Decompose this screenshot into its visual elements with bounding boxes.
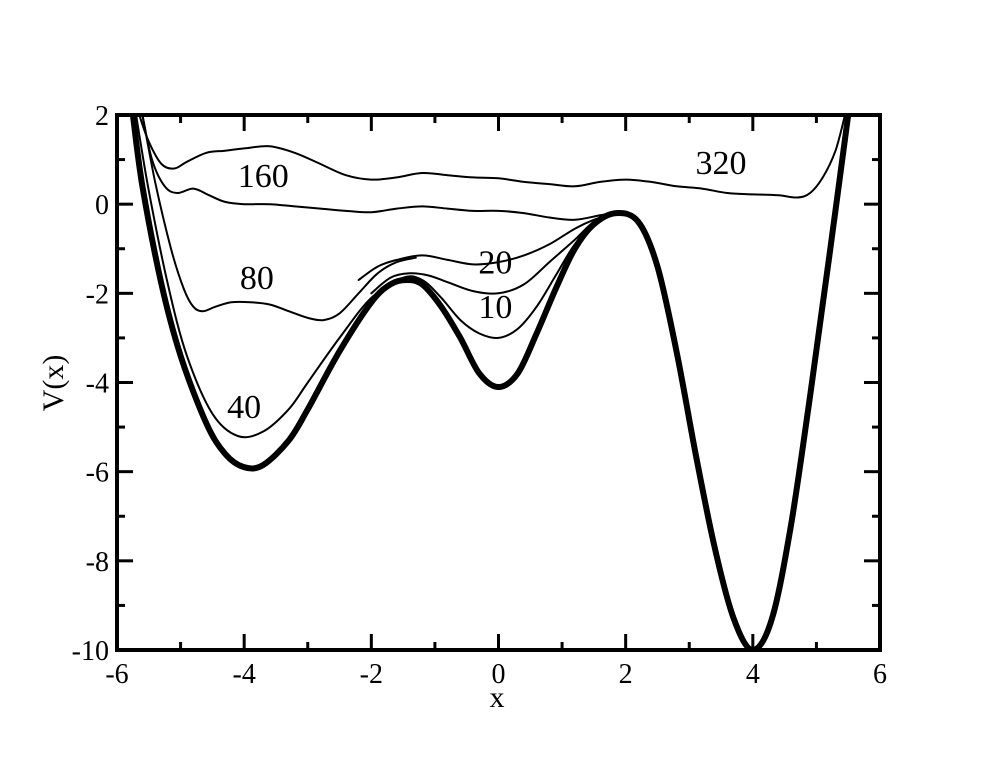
x-tick-label: 0: [492, 659, 506, 690]
y-tick-label: 0: [95, 190, 109, 221]
curve-320: [138, 115, 846, 199]
curve-label-20: 20: [478, 244, 512, 281]
labels-layer: -6 -4 -2 0 2 4 6 -10 -8 -6 -4 -2 0 2 320 160 80 20 10 40: [72, 101, 887, 690]
x-tick-label: 4: [746, 659, 760, 690]
curve-unlabeled-3: [357, 212, 618, 281]
curve-20: [370, 212, 618, 295]
curve-80: [141, 115, 417, 322]
plot-frame: [115, 113, 882, 652]
y-tick-label: -10: [72, 636, 109, 667]
curve-label-10: 10: [478, 289, 512, 326]
curve-label-80: 80: [240, 260, 274, 297]
x-axis-label: x: [490, 681, 505, 714]
curve-bare-potential: [129, 115, 852, 650]
curve-160: [141, 115, 618, 221]
y-tick-label: -6: [86, 458, 109, 489]
y-axis-label: V(x): [37, 355, 70, 412]
curves-layer: [129, 115, 852, 650]
curve-label-40: 40: [227, 389, 261, 426]
y-tick-label: -2: [86, 279, 109, 310]
y-tick-label: -4: [86, 369, 109, 400]
x-tick-label: -4: [233, 659, 256, 690]
x-tick-label: -6: [105, 659, 128, 690]
curve-10: [135, 115, 618, 439]
curve-label-320: 320: [696, 145, 747, 182]
y-tick-label: 2: [95, 101, 109, 132]
x-tick-label: 2: [619, 659, 633, 690]
x-tick-label: 6: [873, 659, 887, 690]
x-tick-label: -2: [360, 659, 383, 690]
y-tick-label: -8: [86, 547, 109, 578]
curve-label-160: 160: [238, 158, 289, 195]
